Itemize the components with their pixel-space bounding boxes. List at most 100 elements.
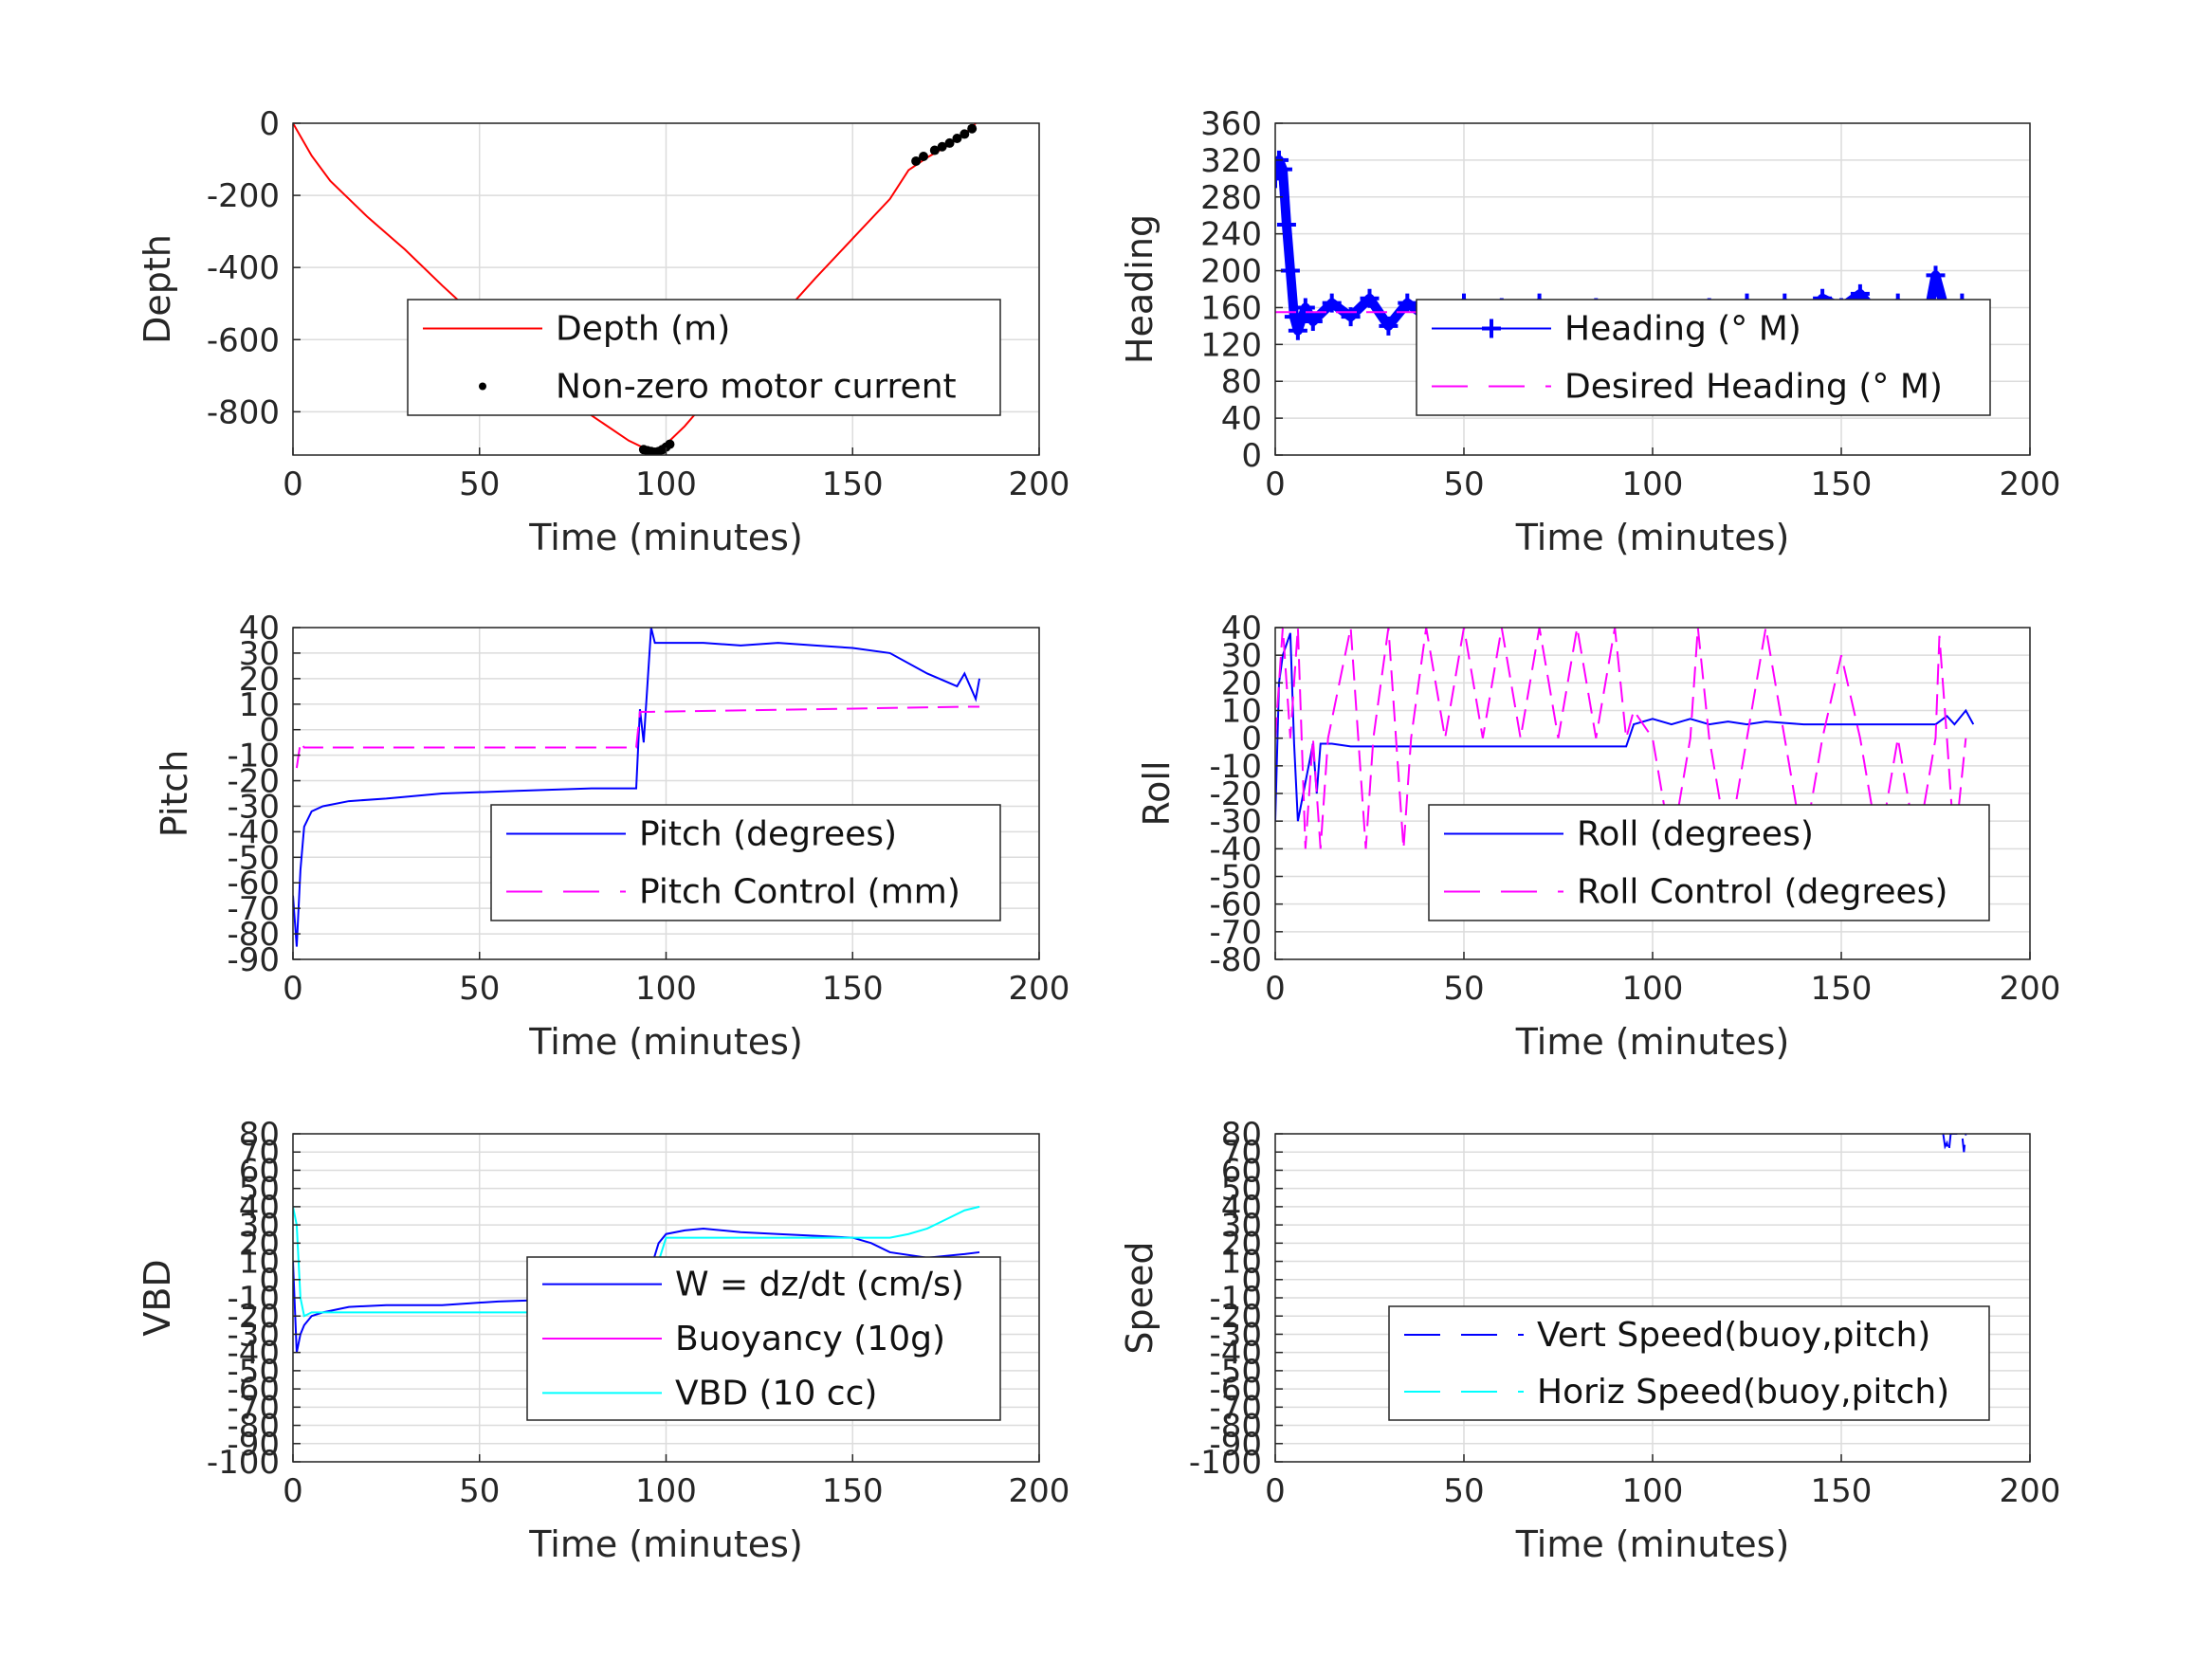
y-tick-label: -10 — [227, 1280, 280, 1318]
x-tick-label: 100 — [635, 465, 697, 503]
y-tick-label: 200 — [1200, 253, 1262, 291]
x-tick-label: 50 — [1443, 970, 1484, 1008]
y-tick-label: -100 — [207, 1444, 280, 1482]
x-tick-label: 100 — [1622, 465, 1684, 503]
x-tick-label: 0 — [283, 1472, 303, 1510]
y-tick-label: -70 — [227, 890, 280, 928]
y-tick-label: -60 — [1209, 886, 1262, 924]
y-tick-label: -100 — [1189, 1444, 1262, 1482]
y-tick-label: -10 — [227, 738, 280, 775]
y-tick-label: -400 — [207, 249, 280, 287]
series-group — [293, 123, 978, 455]
y-tick-label: -70 — [227, 1389, 280, 1427]
series-heading-0-marker — [1284, 307, 1304, 327]
x-tick-label: 0 — [1265, 970, 1286, 1008]
series-depth-1-marker — [929, 145, 940, 155]
series-speed-0-line — [1942, 1134, 1967, 1153]
y-tick-label: -30 — [1209, 803, 1262, 841]
y-tick-label: -70 — [1209, 1389, 1262, 1427]
x-axis-label: Time (minutes) — [528, 517, 803, 558]
legend-label: Non-zero motor current — [556, 368, 957, 407]
y-tick-label: 40 — [239, 1189, 280, 1227]
legend: Pitch (degrees) Pitch Control (mm) — [490, 804, 1001, 921]
x-tick-label: 200 — [1009, 970, 1070, 1008]
series-pitch-1-line — [295, 705, 980, 769]
legend: Heading (° M) Desired Heading (° M) — [1416, 299, 1991, 416]
y-tick-label: -40 — [1209, 830, 1262, 868]
series-depth-1-marker — [937, 141, 947, 152]
chart-depth: 0 50 100 150 200 -800 -600 -400 -200 0 Time (minut… — [137, 105, 1069, 558]
y-axis-label: Speed — [1119, 1241, 1161, 1354]
series-heading-0-marker — [1276, 214, 1296, 234]
y-tick-label: 70 — [239, 1134, 280, 1172]
y-tick-label: 40 — [1221, 400, 1262, 438]
x-tick-label: 200 — [1009, 1472, 1070, 1510]
series-heading-0-marker — [1275, 159, 1292, 179]
x-tick-label: 150 — [1811, 465, 1873, 503]
y-tick-label: 10 — [239, 1244, 280, 1282]
y-tick-label: -80 — [1209, 941, 1262, 979]
legend-label: W = dz/dt (cm/s) — [675, 1266, 964, 1304]
y-tick-label: -30 — [1209, 1316, 1262, 1354]
y-tick-label: 240 — [1200, 216, 1262, 254]
y-tick-label: -600 — [207, 321, 280, 359]
x-tick-label: 150 — [822, 465, 884, 503]
y-tick-label: 10 — [239, 686, 280, 724]
y-tick-label: -90 — [227, 941, 280, 979]
y-tick-label: 50 — [1221, 1171, 1262, 1209]
chart-heading: 0 50 100 150 20004080120160200240280320360Ti… — [1119, 105, 2060, 558]
y-tick-label: 30 — [239, 635, 280, 673]
y-tick-label: -60 — [227, 865, 280, 902]
y-tick-label: 60 — [239, 1152, 280, 1190]
y-tick-label: 0 — [1241, 1262, 1262, 1300]
y-tick-label: 30 — [1221, 1207, 1262, 1245]
y-tick-label: 280 — [1200, 179, 1262, 217]
series-depth-1-marker — [911, 155, 922, 166]
x-tick-label: 0 — [1265, 465, 1286, 503]
series-heading-0-marker — [1322, 293, 1342, 313]
legend-label: Buoyancy (10g) — [675, 1320, 945, 1358]
x-axis-label: Time (minutes) — [1515, 1523, 1790, 1565]
x-axis-label: Time (minutes) — [1515, 1021, 1790, 1063]
y-tick-label: -20 — [1209, 1298, 1262, 1336]
legend-box — [1416, 299, 1991, 416]
legend: Roll (degrees) Roll Control (degrees) — [1428, 804, 1990, 921]
x-tick-label: 200 — [1009, 465, 1070, 503]
legend-marker — [479, 382, 486, 391]
series-heading-0-marker — [1379, 316, 1398, 336]
x-tick-label: 200 — [2000, 465, 2061, 503]
legend: Vert Speed(buoy,pitch) Horiz Speed(buoy,p… — [1388, 1305, 1990, 1421]
series-depth-1-marker — [665, 439, 675, 449]
series-heading-0-marker — [1288, 320, 1307, 340]
legend-label: Roll (degrees) — [1577, 815, 1814, 854]
y-tick-label: -80 — [227, 916, 280, 954]
legend-box — [1428, 804, 1990, 921]
y-tick-label: 10 — [1221, 693, 1262, 731]
x-tick-label: 150 — [1811, 970, 1873, 1008]
x-axis-label: Time (minutes) — [528, 1021, 803, 1063]
y-tick-label: 40 — [1221, 610, 1262, 647]
y-tick-label: -50 — [227, 839, 280, 877]
y-tick-label: -80 — [227, 1408, 280, 1446]
series-heading-0-marker — [1398, 293, 1417, 313]
y-tick-label: -20 — [227, 1298, 280, 1336]
y-tick-label: -60 — [1209, 1371, 1262, 1409]
y-tick-label: -200 — [207, 177, 280, 215]
y-tick-label: -20 — [227, 763, 280, 801]
x-tick-label: 100 — [635, 1472, 697, 1510]
chart-roll: 0 50 100 150 200-80-70-60-50-40-30-20-100102… — [1136, 610, 2060, 1063]
y-axis-label: VBD — [137, 1259, 178, 1336]
y-tick-label: 360 — [1200, 105, 1262, 143]
series-pitch-0-line — [293, 628, 981, 947]
legend-box — [490, 804, 1001, 921]
y-tick-label: -80 — [1209, 1408, 1262, 1446]
x-tick-label: 0 — [283, 465, 303, 503]
y-tick-label: 0 — [1241, 437, 1262, 475]
legend-label: Horiz Speed(buoy,pitch) — [1537, 1373, 1949, 1412]
x-tick-label: 50 — [459, 1472, 500, 1510]
x-tick-label: 100 — [1622, 1472, 1684, 1510]
y-tick-label: 0 — [1241, 720, 1262, 758]
y-tick-label: -90 — [1209, 1426, 1262, 1464]
y-tick-label: -800 — [207, 393, 280, 431]
